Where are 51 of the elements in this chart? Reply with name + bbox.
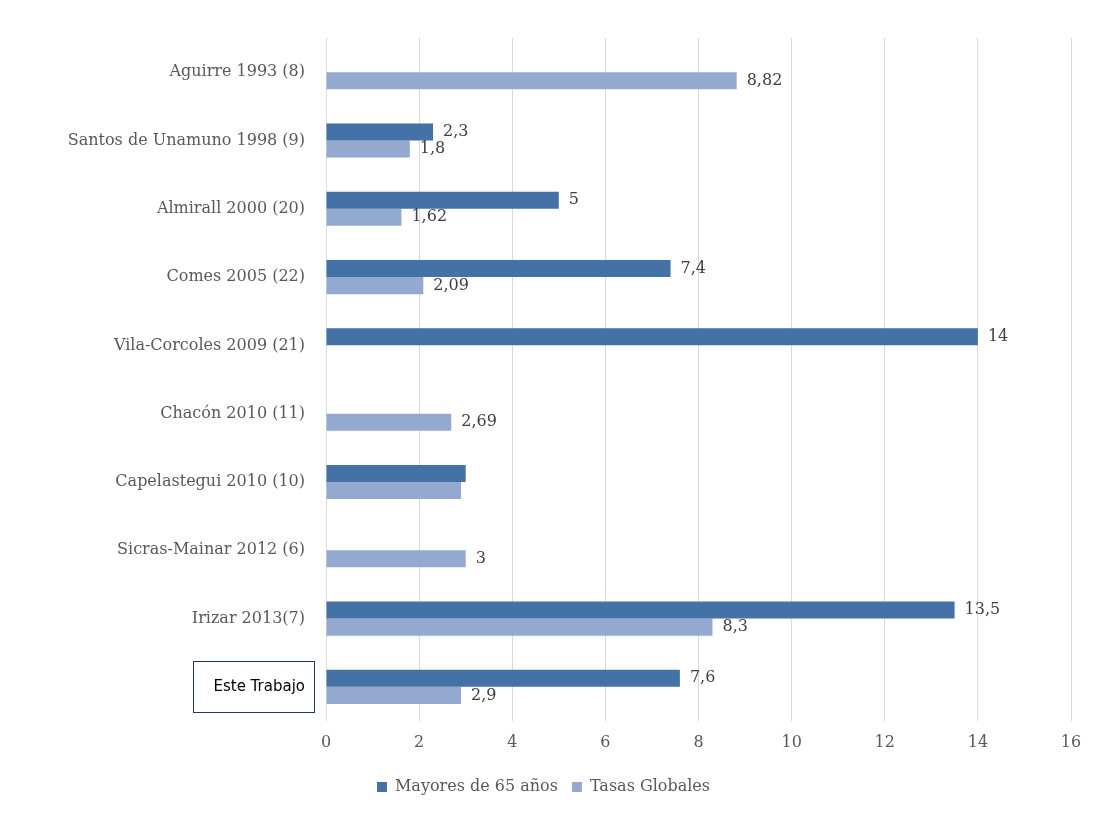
data-label: 1,8 — [419, 138, 446, 158]
y-tick-label: Sicras-Mainar 2012 (6) — [117, 539, 305, 559]
bar — [326, 72, 737, 90]
data-label: 2,09 — [433, 274, 469, 294]
x-tick-label: 2 — [414, 731, 425, 751]
bar — [326, 413, 452, 431]
data-label: 8,3 — [722, 616, 748, 636]
y-tick-label: Vila-Corcoles 2009 (21) — [112, 334, 305, 354]
legend-label: Mayores de 65 años — [394, 776, 558, 796]
y-tick-label: Chacón 2010 (11) — [160, 402, 305, 422]
data-label: 2,9 — [471, 684, 497, 704]
data-label: 3 — [475, 547, 486, 567]
bar — [326, 481, 462, 500]
x-tick-label: 12 — [874, 731, 895, 751]
data-label: 14 — [987, 325, 1009, 345]
y-tick-label: Almirall 2000 (20) — [155, 197, 305, 217]
bar — [326, 140, 410, 158]
data-label: 2,3 — [443, 121, 469, 141]
x-tick-label: 0 — [320, 731, 332, 751]
x-tick-label: 6 — [600, 731, 611, 751]
bar — [326, 191, 559, 209]
y-tick-label: Capelastegui 2010 (10) — [115, 471, 305, 491]
bar — [326, 464, 466, 482]
legend-label: Tasas Globales — [589, 776, 711, 796]
y-tick-label: Santos de Unamuno 1998 (9) — [67, 129, 305, 149]
y-tick-label: Aguirre 1993 (8) — [168, 61, 305, 81]
x-tick-label: 16 — [1060, 731, 1082, 751]
y-tick-label: Este Trabajo — [213, 676, 305, 695]
bar — [326, 259, 671, 278]
bar — [326, 601, 955, 619]
data-label: 1,62 — [411, 206, 448, 226]
data-label: 2,69 — [461, 411, 497, 431]
data-label: 5 — [568, 189, 579, 209]
x-tick-label: 10 — [781, 731, 802, 751]
bar — [326, 669, 680, 687]
data-label: 7,6 — [689, 667, 716, 687]
y-tick-label: Comes 2005 (22) — [166, 266, 305, 286]
data-label: 7,4 — [680, 257, 707, 277]
bar — [326, 686, 462, 704]
bar — [326, 618, 713, 636]
x-tick-label: 14 — [967, 731, 989, 751]
x-tick-label: 4 — [507, 731, 518, 751]
x-tick-label: 8 — [693, 731, 704, 751]
bar — [326, 123, 434, 141]
y-tick-label: Irizar 2013(7) — [191, 607, 305, 627]
bar — [326, 277, 424, 295]
data-label: 13,5 — [964, 599, 1001, 619]
data-label: 8,82 — [746, 69, 783, 89]
bar — [326, 208, 402, 226]
bar — [326, 328, 978, 346]
bar — [326, 550, 466, 568]
